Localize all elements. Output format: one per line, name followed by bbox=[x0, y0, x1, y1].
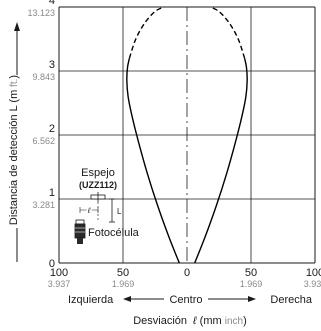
x-tick-label: 0 bbox=[184, 267, 190, 279]
mirror-model-label: (UZZ112) bbox=[79, 180, 117, 190]
tick-labels: 1003.937501.9690501.9691003.937013.28126… bbox=[27, 0, 321, 289]
detection-curve-solid bbox=[126, 58, 180, 264]
detection-curve-dashed bbox=[128, 6, 165, 59]
right-arrow-icon bbox=[248, 296, 256, 302]
y-label-arrow-head bbox=[14, 22, 20, 31]
y-tick-sublabel: 3.281 bbox=[32, 200, 55, 210]
detection-curve-dashed bbox=[209, 6, 246, 59]
setup-annotation: Espejo (UZZ112) L ℓ Fotocélula bbox=[74, 167, 140, 244]
x-tick-label: 100 bbox=[50, 267, 68, 279]
x-axis-label: Desviación ℓ (mm inch) bbox=[133, 315, 247, 327]
x-tick-sublabel: 3.937 bbox=[304, 279, 321, 289]
x-left-label: Izquierda bbox=[68, 294, 114, 306]
x-tick-sublabel: 3.937 bbox=[48, 279, 71, 289]
grid bbox=[58, 6, 316, 264]
x-center-label: Centro bbox=[169, 294, 202, 306]
mirror-label: Espejo bbox=[81, 167, 115, 179]
y-tick-sublabel: 13.123 bbox=[27, 8, 55, 18]
photocell-label: Fotocélula bbox=[88, 227, 140, 239]
left-arrow-icon bbox=[123, 296, 131, 302]
y-tick-label: 0 bbox=[49, 258, 55, 270]
y-tick-label: 2 bbox=[49, 123, 55, 135]
L-dimension-label: L bbox=[117, 207, 122, 216]
y-tick-label: 1 bbox=[49, 187, 55, 199]
x-tick-sublabel: 1.969 bbox=[112, 279, 135, 289]
photocell-icon bbox=[74, 219, 86, 244]
detection-curve-solid bbox=[194, 58, 248, 264]
y-axis-label: Distancia de detección L (m ft.) bbox=[8, 75, 20, 225]
series-group bbox=[126, 6, 248, 264]
x-tick-label: 100 bbox=[306, 267, 321, 279]
mirror-icon bbox=[90, 192, 106, 202]
y-tick-sublabel: 9.843 bbox=[32, 72, 55, 82]
ell-dimension-label: ℓ bbox=[87, 206, 91, 215]
x-right-label: Derecha bbox=[270, 294, 312, 306]
x-tick-label: 50 bbox=[245, 267, 257, 279]
y-tick-sublabel: 6.562 bbox=[32, 136, 55, 146]
y-tick-label: 3 bbox=[49, 59, 55, 71]
x-tick-label: 50 bbox=[117, 267, 129, 279]
y-tick-label: 4 bbox=[49, 0, 55, 7]
x-tick-sublabel: 1.969 bbox=[240, 279, 263, 289]
